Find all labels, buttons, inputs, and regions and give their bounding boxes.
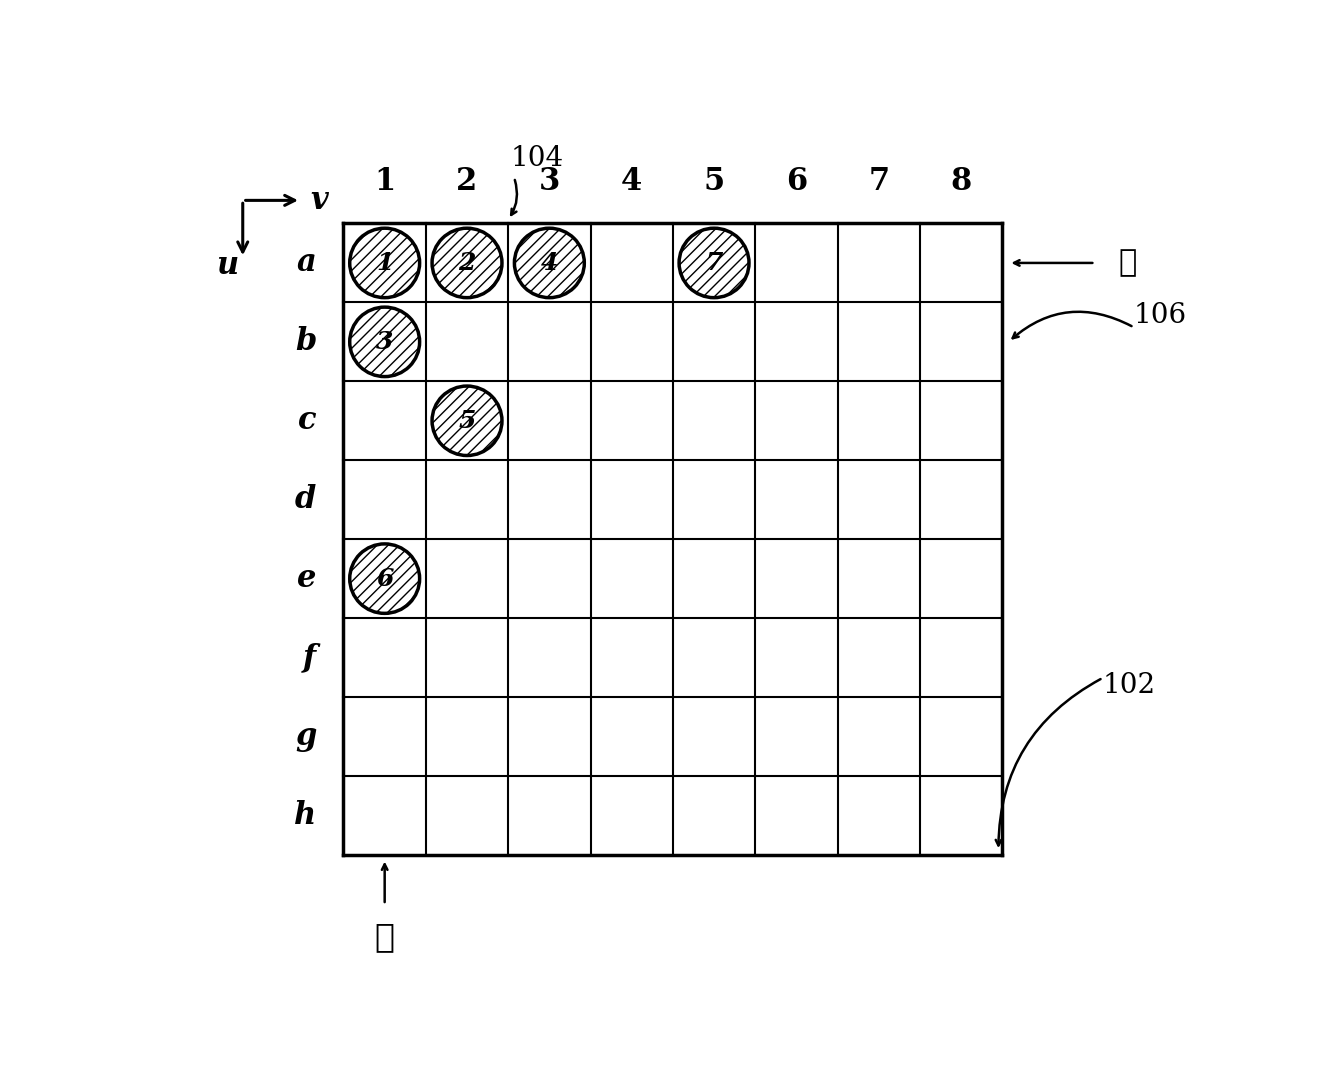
Text: 8: 8 — [951, 165, 972, 196]
Text: e: e — [297, 563, 316, 594]
Text: 4: 4 — [621, 165, 642, 196]
Text: 栏: 栏 — [374, 921, 395, 953]
Text: 104: 104 — [510, 145, 563, 172]
Text: f: f — [303, 642, 316, 673]
Text: 3: 3 — [375, 329, 394, 354]
Text: g: g — [295, 721, 316, 752]
Text: 1: 1 — [374, 165, 395, 196]
Text: 7: 7 — [869, 165, 890, 196]
Text: 106: 106 — [1134, 303, 1187, 329]
Text: 102: 102 — [1103, 672, 1157, 699]
Text: 6: 6 — [375, 567, 394, 590]
Text: v: v — [311, 185, 328, 216]
Circle shape — [432, 229, 502, 297]
Circle shape — [432, 386, 502, 456]
Bar — [346, 542, 423, 615]
Text: d: d — [295, 484, 316, 515]
Text: a: a — [296, 248, 316, 278]
Text: 1: 1 — [375, 251, 394, 275]
Circle shape — [350, 544, 419, 614]
Text: b: b — [295, 326, 316, 357]
Circle shape — [350, 229, 419, 297]
Circle shape — [514, 229, 584, 297]
Text: c: c — [297, 406, 316, 437]
Text: 2: 2 — [459, 251, 476, 275]
Bar — [346, 226, 423, 299]
Text: 7: 7 — [706, 251, 723, 275]
Bar — [512, 226, 587, 299]
Text: 列: 列 — [1118, 249, 1137, 278]
Text: 3: 3 — [538, 165, 561, 196]
Text: 4: 4 — [541, 251, 558, 275]
Bar — [346, 306, 423, 379]
Bar — [428, 226, 505, 299]
Text: h: h — [295, 799, 316, 831]
Text: 5: 5 — [703, 165, 724, 196]
Circle shape — [680, 229, 750, 297]
Text: 6: 6 — [785, 165, 806, 196]
Bar — [428, 384, 505, 457]
Bar — [676, 226, 752, 299]
Circle shape — [350, 307, 419, 377]
Text: u: u — [215, 250, 238, 281]
Text: 2: 2 — [456, 165, 477, 196]
Text: 5: 5 — [459, 409, 476, 432]
